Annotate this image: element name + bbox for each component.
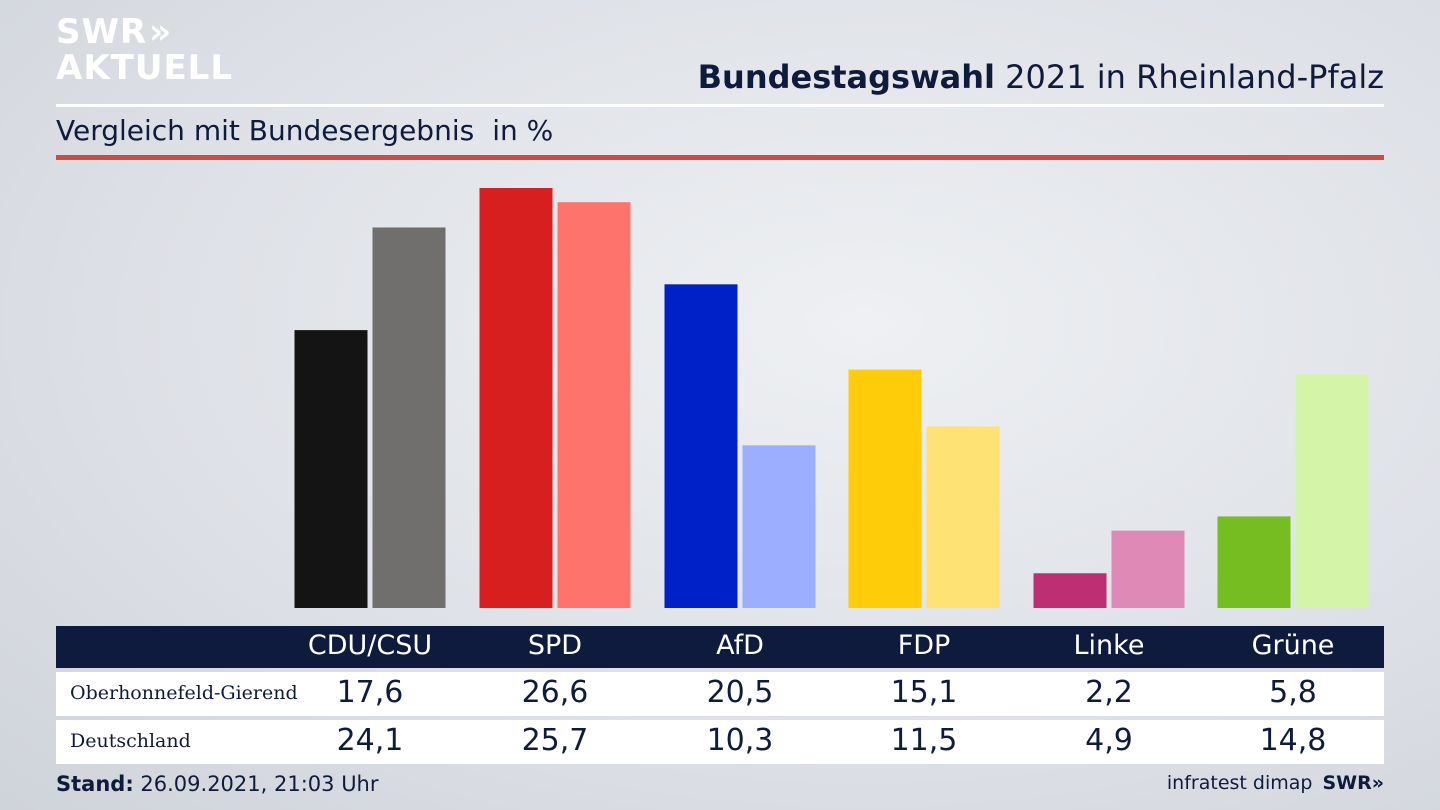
table-row: Oberhonnefeld-Gierend 17,6 26,6 20,5 15,1 2,… <box>56 672 1384 716</box>
source-name: infratest dimap <box>1166 772 1313 794</box>
bar-fdp-local <box>848 369 922 608</box>
logo-aktuell: AKTUELL <box>56 48 234 88</box>
data-label: 2,2 <box>1085 675 1133 710</box>
chart-subtitle: Vergleich mit Bundesergebnis in % <box>56 114 553 147</box>
data-label: 10,3 <box>706 723 774 758</box>
table-row: Deutschland 24,1 25,7 10,3 11,5 4,9 14,8 <box>56 720 1384 764</box>
title-divider <box>56 104 1384 107</box>
bar-spd-national <box>557 202 631 609</box>
data-label: 14,8 <box>1259 723 1327 758</box>
bar-cdu-csu-national <box>372 227 446 608</box>
swr-aktuell-logo: SWR» AKTUELL <box>56 14 233 86</box>
data-label: 4,9 <box>1085 723 1133 758</box>
category-label: Linke <box>1073 630 1145 661</box>
bar-cdu-csu-local <box>294 330 368 608</box>
data-label: 11,5 <box>890 723 958 758</box>
bar-afd-national <box>742 445 816 608</box>
data-label: 26,6 <box>521 675 589 710</box>
data-label: 25,7 <box>521 723 589 758</box>
results-table: CDU/CSU SPD AfD FDP Linke Grüne Oberhonnefeld… <box>56 626 1384 764</box>
data-label: 5,8 <box>1269 675 1317 710</box>
swr-brand: SWR» <box>1322 772 1384 794</box>
category-label: FDP <box>897 630 951 661</box>
bar-fdp-national <box>926 426 1000 608</box>
row-label-national: Deutschland <box>70 730 191 752</box>
bar-linke-national <box>1111 530 1185 608</box>
category-label: SPD <box>527 630 583 661</box>
bar-linke-local <box>1033 573 1107 608</box>
unit-label: in % <box>492 114 554 147</box>
source-credit: infratest dimap SWR» <box>1167 772 1384 794</box>
bar-gr-ne-national <box>1295 374 1369 608</box>
subtitle-text: Vergleich mit Bundesergebnis <box>56 114 475 147</box>
stand-value: 26.09.2021, 21:03 Uhr <box>140 772 379 796</box>
timestamp: Stand: 26.09.2021, 21:03 Uhr <box>56 772 379 796</box>
chart-title-rest: 2021 in Rheinland-Pfalz <box>1005 58 1384 96</box>
category-label: Grüne <box>1251 630 1335 661</box>
category-label: CDU/CSU <box>307 630 433 661</box>
table-header-row: CDU/CSU SPD AfD FDP Linke Grüne <box>56 626 1384 668</box>
bar-afd-local <box>664 284 738 608</box>
category-label: AfD <box>716 630 764 661</box>
stand-label: Stand: <box>56 772 134 796</box>
data-label: 15,1 <box>890 675 958 710</box>
subtitle-divider <box>56 155 1384 160</box>
logo-swr: SWR <box>56 12 148 52</box>
bar-gr-ne-local <box>1217 516 1291 608</box>
data-label: 17,6 <box>336 675 404 710</box>
data-label: 24,1 <box>336 723 404 758</box>
row-label-local: Oberhonnefeld-Gierend <box>70 682 298 704</box>
chart-title-bold: Bundestagswahl <box>697 58 995 96</box>
chart-title: Bundestagswahl 2021 in Rheinland-Pfalz <box>698 58 1384 96</box>
bar-spd-local <box>479 188 553 608</box>
data-label: 20,5 <box>706 675 774 710</box>
